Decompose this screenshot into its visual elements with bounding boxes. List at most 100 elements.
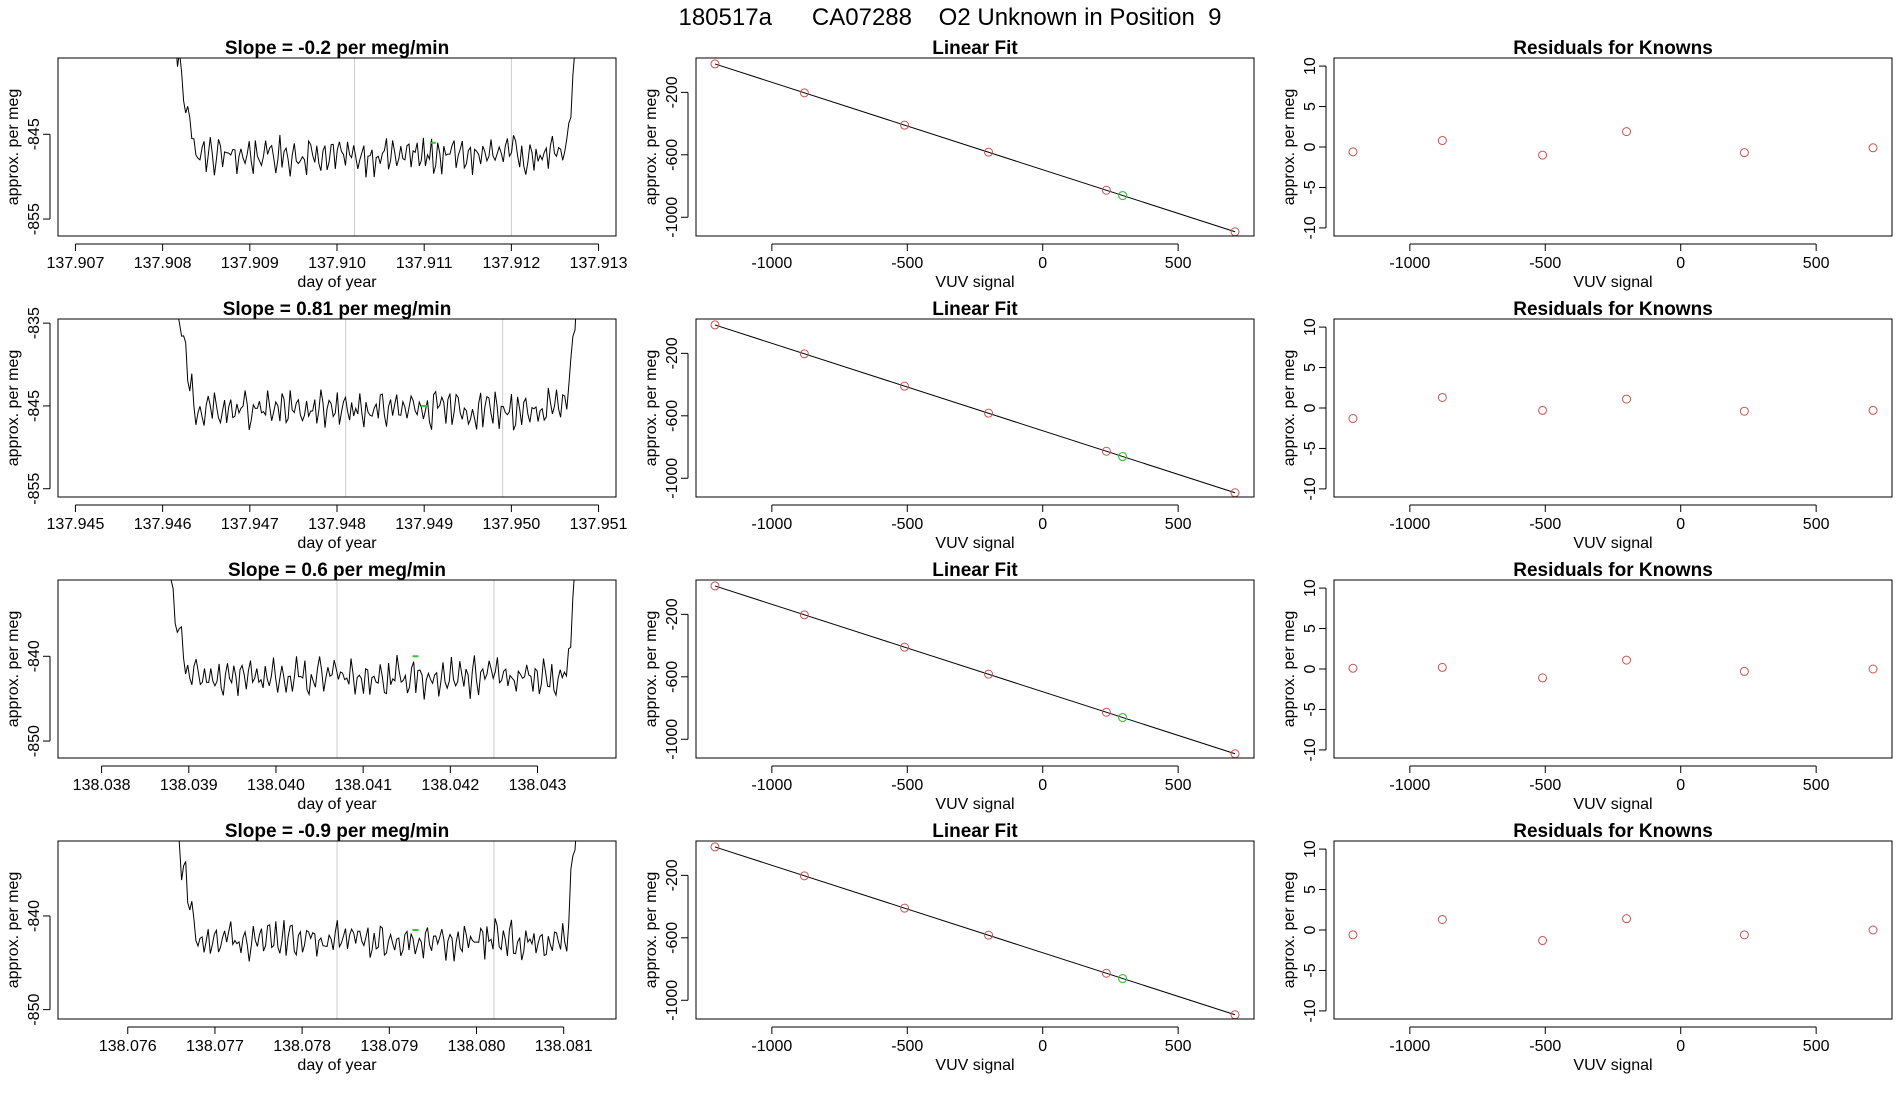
fit-line (714, 324, 1236, 494)
x-tick-label: 137.949 (395, 516, 453, 533)
chart-panel-residuals-2: Residuals for Knowns -1000 -500 0 500 VUV sig… (1281, 299, 1893, 552)
y-axis-label: approx. per meg (5, 611, 22, 728)
y-tick-label: -840 (26, 900, 43, 932)
x-tick-label: 500 (1165, 1038, 1192, 1055)
data-point (1739, 930, 1749, 940)
x-tick-label: 138.039 (160, 777, 218, 794)
plot-area (1348, 392, 1878, 424)
x-tick-label: 138.078 (273, 1038, 331, 1055)
y-tick-label: -855 (26, 203, 43, 235)
chart-panel-time-series-2: Slope = 0.81 per meg/min 137.945 137.946 13… (5, 299, 628, 552)
x-tick-label: -500 (1529, 255, 1561, 272)
data-point (799, 610, 809, 620)
x-tick-label: -500 (891, 777, 923, 794)
x-tick-label: -1000 (751, 255, 792, 272)
chart-title: Residuals for Knowns (1513, 38, 1713, 59)
x-tick-label: 138.079 (360, 1038, 418, 1055)
fit-line (714, 63, 1236, 233)
x-tick-label: 500 (1803, 1038, 1830, 1055)
series-line (176, 58, 575, 178)
plot-area (710, 581, 1240, 758)
data-point (1868, 143, 1878, 153)
y-tick-label: 5 (1302, 363, 1319, 372)
x-tick-label: -500 (1529, 777, 1561, 794)
y-tick-label: -1000 (664, 719, 681, 760)
y-tick-label: -1000 (664, 458, 681, 499)
chart-title: Linear Fit (932, 821, 1018, 842)
data-point (984, 669, 994, 679)
data-point (1348, 930, 1358, 940)
x-tick-label: 138.041 (334, 777, 392, 794)
data-point (900, 642, 910, 652)
unknown-point (1118, 190, 1128, 201)
chart-panel-residuals-3: Residuals for Knowns -1000 -500 0 500 VUV sig… (1281, 560, 1893, 813)
y-tick-label: 10 (1302, 579, 1319, 597)
plot-frame (57, 57, 617, 237)
y-tick-label: 10 (1302, 318, 1319, 336)
data-point (1739, 148, 1749, 158)
x-tick-label: -500 (891, 516, 923, 533)
unknown-point (1118, 973, 1128, 984)
y-axis-label: approx. per meg (643, 89, 660, 206)
x-tick-label: 500 (1165, 255, 1192, 272)
x-tick-label: 0 (1038, 1038, 1047, 1055)
data-point (1538, 405, 1548, 415)
data-point (1437, 662, 1447, 672)
y-axis-label: approx. per meg (1281, 872, 1298, 989)
plot-area (176, 58, 575, 236)
data-point (1622, 655, 1632, 665)
unknown-point (1118, 712, 1128, 723)
x-tick-label: 137.910 (308, 255, 366, 272)
data-point (1622, 394, 1632, 404)
data-point (984, 408, 994, 418)
data-point (710, 842, 720, 852)
y-tick-label: -845 (26, 118, 43, 150)
chart-title: Linear Fit (932, 299, 1018, 320)
y-tick-label: 0 (1302, 925, 1319, 934)
x-tick-label: -1000 (1389, 777, 1430, 794)
data-point (1101, 707, 1111, 717)
plot-area (178, 841, 577, 1019)
y-tick-label: -200 (664, 598, 681, 630)
plot-area (710, 842, 1240, 1019)
y-tick-label: 10 (1302, 57, 1319, 75)
chart-panel-time-series-4: Slope = -0.9 per meg/min 138.076 138.077 13… (5, 821, 617, 1074)
y-tick-label: -200 (664, 337, 681, 369)
data-point (1348, 663, 1358, 673)
x-tick-label: 138.081 (535, 1038, 593, 1055)
x-tick-label: 138.038 (73, 777, 131, 794)
y-tick-label: -600 (664, 139, 681, 171)
x-tick-label: 137.951 (570, 516, 628, 533)
x-tick-label: 137.909 (221, 255, 279, 272)
y-tick-label: 5 (1302, 624, 1319, 633)
y-tick-label: -850 (26, 994, 43, 1026)
data-point (1437, 392, 1447, 402)
y-tick-label: -10 (1302, 216, 1319, 239)
data-point (1538, 150, 1548, 160)
x-tick-label: 137.911 (396, 255, 453, 272)
plot-frame (1333, 318, 1893, 498)
y-tick-label: 0 (1302, 142, 1319, 151)
y-tick-label: -10 (1302, 738, 1319, 761)
y-axis-label: approx. per meg (5, 350, 22, 467)
x-axis-label: VUV signal (1573, 1057, 1652, 1074)
x-tick-label: 137.947 (221, 516, 279, 533)
chart-panel-linear-fit-4: Linear Fit -1000 -500 0 500 VUV signal -200 -60… (643, 821, 1255, 1074)
x-tick-label: 500 (1165, 777, 1192, 794)
x-axis-label: VUV signal (935, 1057, 1014, 1074)
x-tick-label: 137.945 (47, 516, 105, 533)
data-point (1101, 185, 1111, 195)
chart-panel-residuals-4: Residuals for Knowns -1000 -500 0 500 VUV sig… (1281, 821, 1893, 1074)
chart-title: Linear Fit (932, 38, 1018, 59)
plot-frame (695, 318, 1255, 498)
data-point (1739, 406, 1749, 416)
plot-area (1348, 127, 1878, 160)
page-title: 180517a CA07288 O2 Unknown in Position 9 (678, 4, 1222, 31)
data-point (1348, 414, 1358, 424)
y-tick-label: -5 (1302, 963, 1319, 977)
data-point (984, 147, 994, 157)
plot-frame (57, 318, 617, 498)
y-tick-label: -845 (26, 390, 43, 422)
x-axis-label: day of year (297, 1057, 377, 1074)
